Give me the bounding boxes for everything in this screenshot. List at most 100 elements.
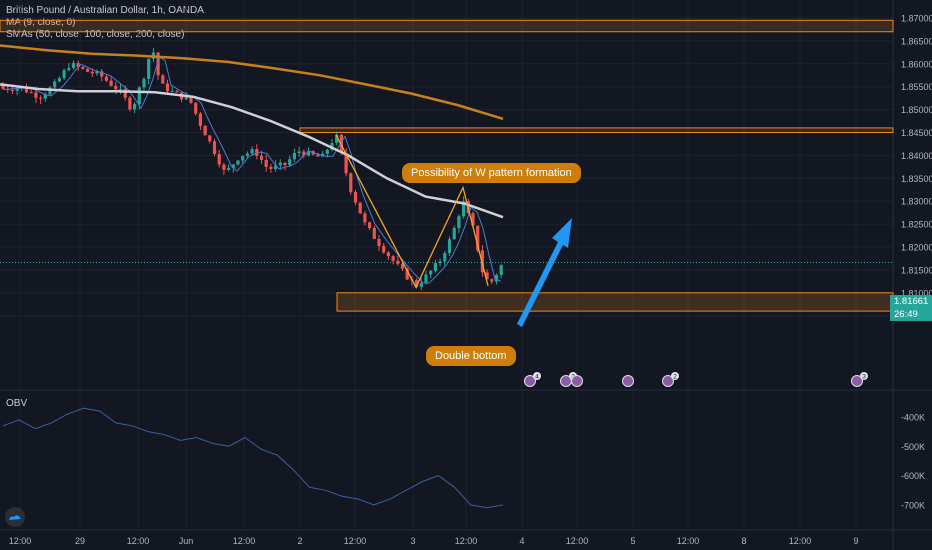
price-tick-label: 1.85500 (901, 82, 932, 92)
candle-body (462, 201, 466, 217)
time-tick-label: 12:00 (9, 536, 32, 546)
candle-body (494, 274, 499, 282)
candle-body (447, 239, 452, 254)
candle-body (109, 80, 113, 86)
price-tick-label: 1.82500 (901, 220, 932, 230)
tradingview-logo-icon[interactable] (5, 507, 25, 527)
time-tick-label: 8 (741, 536, 746, 546)
event-count-label: 3 (862, 374, 866, 381)
time-tick-label: 12:00 (455, 536, 478, 546)
ma9-line (2, 56, 502, 284)
candle-body (278, 162, 282, 166)
candle-body (358, 202, 362, 214)
candle-body (297, 151, 301, 154)
candle-body (391, 256, 395, 261)
candle-body (438, 261, 442, 264)
sma-indicator-label[interactable]: SMAs (50, close, 100, close, 200, close) (6, 29, 185, 40)
candle-body (76, 62, 80, 67)
candle-body (316, 154, 320, 157)
candle-body (499, 265, 503, 275)
event-flag-icon (622, 375, 634, 387)
candle-body (269, 166, 273, 169)
candle-body (396, 260, 400, 264)
candle-body (62, 70, 66, 79)
candle-body (452, 227, 456, 240)
candle-body (137, 87, 141, 105)
candle-body (71, 62, 76, 69)
candle-body (217, 154, 221, 165)
candle-body (368, 222, 372, 229)
candle-body (86, 68, 90, 72)
candle-body (433, 263, 437, 271)
w-pattern-callout: Possibility of W pattern formation (402, 163, 581, 183)
candle-body (476, 225, 480, 251)
candle-body (142, 78, 146, 88)
candle-body (302, 151, 306, 156)
candle-body (292, 153, 296, 160)
candle-body (424, 274, 428, 284)
price-tick-label: 1.82000 (901, 243, 932, 253)
obv-line (2, 407, 504, 509)
time-tick-label: 3 (410, 536, 415, 546)
candle-body (53, 81, 57, 88)
candle-body (212, 141, 217, 155)
candle-body (353, 192, 358, 203)
candle-body (165, 83, 170, 92)
time-tick-label: 12:00 (344, 536, 367, 546)
event-count-badge (671, 372, 679, 380)
price-tick-label: 1.83000 (901, 197, 932, 207)
price-tick-label: 1.86500 (901, 36, 932, 46)
candle-body (372, 228, 376, 239)
time-tick-label: 9 (853, 536, 858, 546)
sma100-line (0, 83, 504, 219)
candle-body (405, 268, 409, 280)
obv-tick-label: -700K (901, 500, 925, 510)
event-count-badge (860, 372, 868, 380)
candle-body (231, 164, 235, 168)
time-tick-label: 12:00 (233, 536, 256, 546)
time-tick-label: 12:00 (127, 536, 150, 546)
candle-body (245, 153, 249, 156)
candle-body (208, 135, 212, 142)
candle-body (194, 102, 198, 114)
price-tick-label: 1.87000 (901, 14, 932, 24)
candle-body (123, 89, 127, 98)
candle-body (34, 92, 38, 98)
time-tick-label: 5 (630, 536, 635, 546)
candle-body (264, 159, 268, 167)
symbol-title[interactable]: British Pound / Australian Dollar, 1h, O… (6, 5, 204, 16)
candle-body (485, 272, 489, 280)
time-tick-label: 4 (519, 536, 524, 546)
candle-body (236, 160, 240, 165)
candle-body (189, 96, 193, 103)
candle-body (471, 213, 475, 226)
candle-body (457, 216, 461, 228)
candle-body (344, 152, 348, 174)
price-tick-label: 1.81500 (901, 265, 932, 275)
resistance-zone-lower (299, 127, 894, 133)
obv-tick-label: -400K (901, 413, 925, 423)
candle-body (90, 71, 94, 74)
candle-body (161, 75, 165, 84)
obv-pane-label[interactable]: OBV (6, 398, 28, 409)
price-tick-label: 1.84000 (901, 151, 932, 161)
candle-body (490, 279, 494, 282)
candle-body (259, 155, 264, 160)
candle-body (288, 159, 292, 165)
candle-body (227, 167, 231, 170)
candle-body (118, 89, 123, 91)
price-tick-label: 1.86000 (901, 59, 932, 69)
candle-body (255, 149, 259, 156)
candle-body (175, 90, 179, 93)
price-tick-label: 1.81000 (901, 288, 932, 298)
candle-body (133, 104, 137, 110)
candle-body (306, 151, 311, 156)
candle-body (363, 213, 367, 223)
candle-body (274, 165, 278, 169)
price-tick-label: 1.85000 (901, 105, 932, 115)
candle-body (241, 155, 245, 161)
ma-indicator-label[interactable]: MA (9, close, 0) (6, 17, 204, 29)
candle-body (43, 94, 47, 99)
sma200-line (0, 44, 504, 120)
